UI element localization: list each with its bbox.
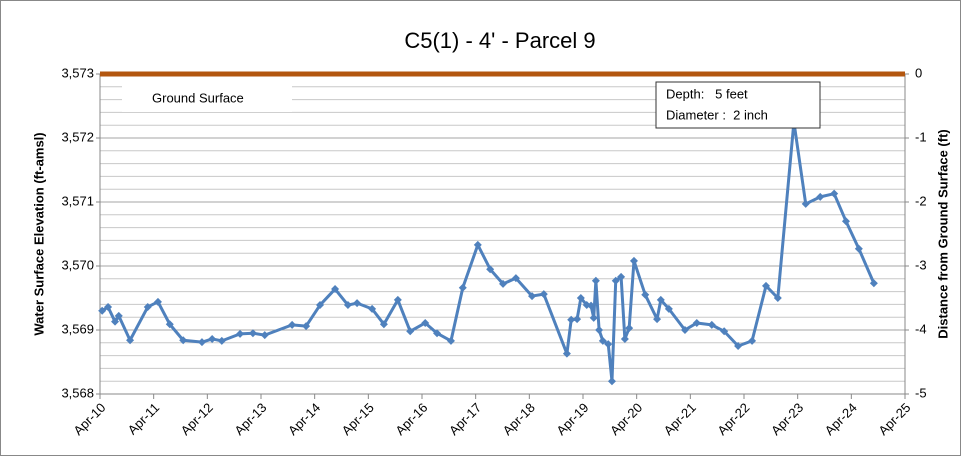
y-tick-label: 3,568 xyxy=(61,385,94,400)
y-tick-label: 3,572 xyxy=(61,129,94,144)
data-point xyxy=(692,318,701,327)
data-point xyxy=(656,295,665,304)
annotation-box xyxy=(655,81,821,129)
data-point xyxy=(153,297,162,306)
data-point xyxy=(591,276,600,285)
data-point xyxy=(260,331,269,340)
data-point xyxy=(573,315,582,324)
data-point xyxy=(562,349,571,358)
legend-label: Ground Surface xyxy=(152,90,244,105)
y-tick-label: 3,571 xyxy=(61,193,94,208)
data-point xyxy=(528,292,537,301)
data-point xyxy=(379,320,388,329)
data-point xyxy=(664,304,673,313)
y-tick-label: 3,569 xyxy=(61,321,94,336)
data-point xyxy=(458,283,467,292)
data-point xyxy=(707,320,716,329)
y2-tick-label: -5 xyxy=(915,385,927,400)
data-point xyxy=(406,327,415,336)
y-axis-title: Water Surface Elevation (ft-amsl) xyxy=(31,132,46,335)
data-point xyxy=(98,306,107,315)
data-point xyxy=(801,199,810,208)
data-point xyxy=(143,302,152,311)
data-point xyxy=(179,336,188,345)
annotation-text: Diameter : 2 inch xyxy=(666,107,768,122)
data-point xyxy=(446,336,455,345)
data-point xyxy=(617,272,626,281)
y-tick-label: 3,573 xyxy=(61,65,94,80)
data-point xyxy=(331,285,340,294)
data-point xyxy=(748,336,757,345)
data-point xyxy=(869,279,878,288)
legend xyxy=(122,86,292,112)
data-point xyxy=(680,326,689,334)
chart-title: C5(1) - 4' - Parcel 9 xyxy=(404,28,595,53)
data-point xyxy=(816,192,825,201)
y2-tick-label: -4 xyxy=(915,321,927,336)
data-point xyxy=(830,189,839,198)
data-point xyxy=(208,334,217,343)
data-point xyxy=(734,342,743,350)
y2-tick-label: -3 xyxy=(915,257,927,272)
y2-axis-title: Distance from Ground Surface (ft) xyxy=(935,129,950,338)
data-point xyxy=(539,290,548,299)
y2-tick-label: -1 xyxy=(915,129,927,144)
data-point xyxy=(111,317,120,326)
data-point xyxy=(353,299,362,308)
data-point xyxy=(165,320,174,329)
data-point xyxy=(499,279,508,288)
data-point xyxy=(629,256,638,265)
data-point xyxy=(421,318,430,327)
data-point xyxy=(248,329,257,338)
annotation-text: Depth: 5 feet xyxy=(666,86,748,101)
data-point xyxy=(368,304,377,313)
data-point xyxy=(762,281,771,290)
data-point xyxy=(302,322,311,331)
data-point xyxy=(343,301,352,310)
data-point xyxy=(589,313,598,322)
data-point xyxy=(604,340,613,349)
data-point xyxy=(288,320,297,329)
data-point xyxy=(236,329,245,338)
data-point xyxy=(433,329,442,338)
data-point xyxy=(587,301,596,310)
data-point xyxy=(217,336,226,345)
data-point xyxy=(104,302,113,311)
data-point xyxy=(841,217,850,226)
data-point xyxy=(720,327,729,336)
data-point xyxy=(473,240,482,249)
data-point xyxy=(126,336,135,345)
data-point xyxy=(607,377,616,386)
data-point xyxy=(620,334,629,343)
data-point xyxy=(197,338,206,347)
y2-tick-label: 0 xyxy=(915,65,922,80)
data-point xyxy=(486,265,495,274)
data-point xyxy=(773,294,782,302)
data-point xyxy=(316,301,325,310)
data-point xyxy=(595,326,604,334)
data-point xyxy=(598,336,607,345)
data-point xyxy=(641,290,650,299)
data-point xyxy=(511,274,520,283)
y2-tick-label: -2 xyxy=(915,193,927,208)
data-point xyxy=(611,276,620,285)
data-point xyxy=(625,324,634,333)
y-tick-label: 3,570 xyxy=(61,257,94,272)
data-point xyxy=(854,244,863,253)
data-point xyxy=(114,311,123,320)
data-point xyxy=(567,315,576,324)
data-point xyxy=(653,315,662,324)
data-point xyxy=(576,294,585,302)
data-point xyxy=(393,295,402,304)
